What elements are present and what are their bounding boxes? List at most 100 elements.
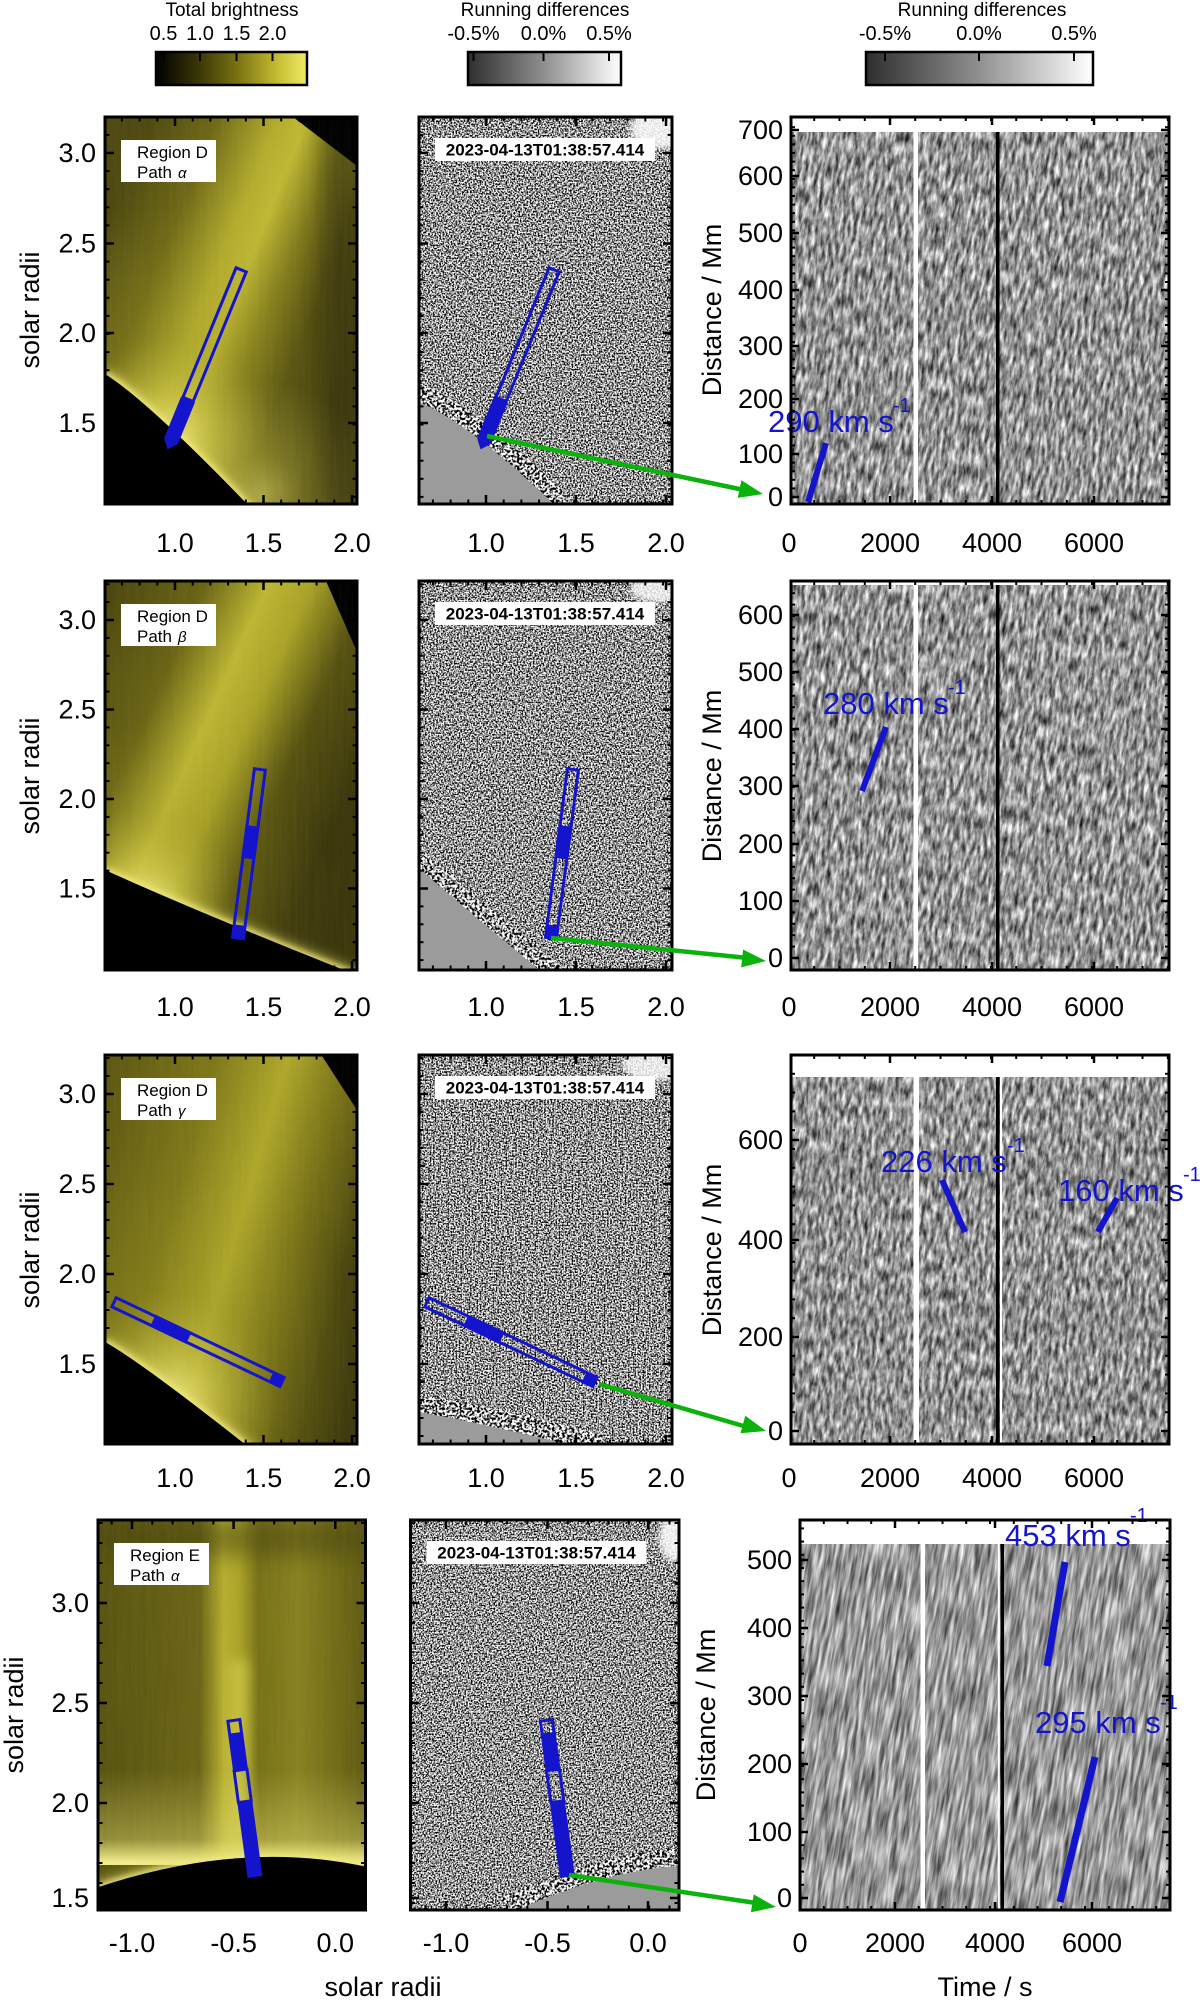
svg-text:Distance / Mm: Distance / Mm [697,224,727,397]
svg-text:solar radii: solar radii [15,717,45,834]
svg-text:6000: 6000 [1064,1463,1124,1493]
svg-text:Path: Path [137,627,172,646]
svg-text:2000: 2000 [860,992,920,1022]
svg-text:2.5: 2.5 [58,1169,96,1199]
svg-text:-1: -1 [1183,1164,1200,1186]
svg-text:Path: Path [137,1101,172,1120]
svg-text:0: 0 [792,1928,807,1958]
svg-text:0: 0 [768,482,783,512]
svg-text:280 km s: 280 km s [823,686,949,721]
svg-text:200: 200 [738,829,783,859]
svg-text:0: 0 [781,528,796,558]
svg-text:Region D: Region D [137,143,208,162]
svg-text:Distance / Mm: Distance / Mm [697,1164,727,1337]
svg-text:-1: -1 [1007,1135,1025,1157]
svg-text:Region D: Region D [137,607,208,626]
svg-text:γ: γ [178,1103,187,1120]
svg-text:Running differences: Running differences [461,0,630,21]
svg-text:Distance / Mm: Distance / Mm [697,690,727,863]
svg-text:2023-04-13T01:38:57.414: 2023-04-13T01:38:57.414 [437,1544,636,1563]
svg-text:-0.5%: -0.5% [447,23,499,45]
svg-text:1.5: 1.5 [245,528,283,558]
svg-text:0.5: 0.5 [150,23,178,45]
svg-text:Path: Path [137,163,172,182]
svg-text:400: 400 [738,1225,783,1255]
svg-text:Total brightness: Total brightness [165,0,298,21]
svg-text:500: 500 [747,1545,792,1575]
svg-text:0: 0 [777,1883,792,1913]
svg-text:0.5%: 0.5% [586,23,632,45]
svg-text:2.0: 2.0 [333,1463,371,1493]
svg-text:-0.5%: -0.5% [859,23,911,45]
svg-text:-1: -1 [893,395,911,417]
svg-text:β: β [177,629,187,646]
svg-text:1.5: 1.5 [58,408,96,438]
svg-text:Region E: Region E [130,1546,200,1565]
svg-text:3.0: 3.0 [58,1079,96,1109]
svg-text:453 km s: 453 km s [1005,1518,1131,1553]
svg-text:2.0: 2.0 [333,528,371,558]
svg-text:600: 600 [738,1125,783,1155]
svg-text:1.5: 1.5 [223,23,251,45]
svg-text:100: 100 [747,1817,792,1847]
svg-text:0: 0 [781,1463,796,1493]
svg-text:1.0: 1.0 [467,1463,505,1493]
svg-text:2.5: 2.5 [58,229,96,259]
svg-text:6000: 6000 [1064,992,1124,1022]
svg-text:1.5: 1.5 [557,528,595,558]
svg-text:200: 200 [747,1749,792,1779]
svg-text:0: 0 [768,1416,783,1446]
svg-text:1.5: 1.5 [557,992,595,1022]
svg-text:-1.0: -1.0 [423,1928,470,1958]
svg-text:-0.5: -0.5 [524,1928,571,1958]
svg-text:1.0: 1.0 [467,528,505,558]
svg-text:200: 200 [738,384,783,414]
svg-text:500: 500 [738,657,783,687]
svg-text:Path: Path [130,1566,165,1585]
svg-text:2.0: 2.0 [647,992,685,1022]
svg-text:2000: 2000 [860,528,920,558]
svg-text:Region D: Region D [137,1081,208,1100]
svg-text:-0.5: -0.5 [210,1928,257,1958]
svg-text:600: 600 [738,600,783,630]
svg-text:200: 200 [738,1322,783,1352]
svg-text:160 km s: 160 km s [1058,1173,1184,1208]
svg-text:0: 0 [768,943,783,973]
svg-text:1.0: 1.0 [156,1463,194,1493]
svg-text:1.0: 1.0 [156,528,194,558]
svg-text:400: 400 [738,714,783,744]
svg-text:2.0: 2.0 [259,23,287,45]
svg-text:0.0: 0.0 [317,1928,355,1958]
svg-text:2023-04-13T01:38:57.414: 2023-04-13T01:38:57.414 [446,1079,645,1098]
svg-text:2023-04-13T01:38:57.414: 2023-04-13T01:38:57.414 [446,141,645,160]
svg-text:1.5: 1.5 [51,1883,89,1913]
svg-text:100: 100 [738,886,783,916]
svg-text:2.0: 2.0 [51,1788,89,1818]
svg-text:400: 400 [747,1613,792,1643]
svg-text:α: α [178,165,187,182]
svg-text:-1: -1 [948,677,966,699]
svg-text:290 km s: 290 km s [768,404,894,439]
svg-text:100: 100 [738,439,783,469]
svg-text:2023-04-13T01:38:57.414: 2023-04-13T01:38:57.414 [446,605,645,624]
svg-text:1.5: 1.5 [245,992,283,1022]
svg-text:300: 300 [738,771,783,801]
svg-text:0.0: 0.0 [629,1928,667,1958]
svg-text:solar radii: solar radii [324,1972,441,2002]
svg-text:0.5%: 0.5% [1051,23,1097,45]
svg-text:2000: 2000 [865,1928,925,1958]
svg-text:2000: 2000 [860,1463,920,1493]
svg-text:4000: 4000 [962,992,1022,1022]
svg-text:solar radii: solar radii [0,1656,29,1773]
svg-text:0: 0 [781,992,796,1022]
svg-text:600: 600 [738,161,783,191]
svg-text:2.5: 2.5 [51,1688,89,1718]
svg-text:Running differences: Running differences [898,0,1067,21]
svg-text:1.5: 1.5 [245,1463,283,1493]
svg-text:2.0: 2.0 [58,1259,96,1289]
svg-text:1.0: 1.0 [156,992,194,1022]
svg-text:3.0: 3.0 [58,138,96,168]
svg-text:0.0%: 0.0% [521,23,567,45]
svg-text:4000: 4000 [962,1463,1022,1493]
svg-text:700: 700 [738,115,783,145]
